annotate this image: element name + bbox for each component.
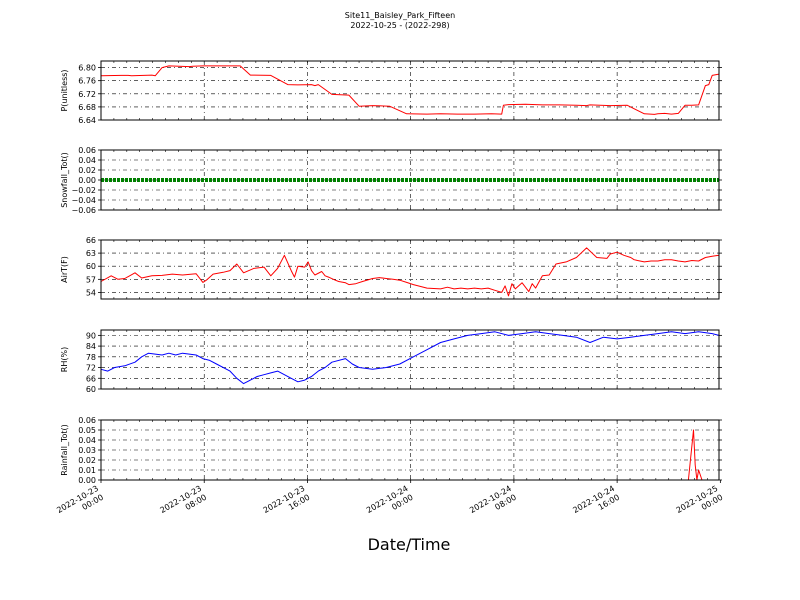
y-tick-label: 66 (86, 236, 96, 245)
x-tick-label: 2022-10-2300:00 (55, 484, 105, 524)
x-tick-label: 2022-10-2400:00 (365, 484, 415, 524)
y-tick-label: 0.06 (78, 146, 96, 155)
x-tick-label: 2022-10-2416:00 (571, 484, 621, 524)
series-line (100, 65, 720, 115)
y-axis-label: Rainfall_Tot() (60, 424, 69, 476)
y-tick-label: 66 (86, 374, 96, 383)
y-tick-label: 0.02 (78, 166, 96, 175)
y-tick-label: 6.72 (78, 90, 96, 99)
y-tick-label: 72 (86, 364, 96, 373)
y-tick-label: 0.01 (78, 466, 96, 475)
x-tick-label: 2022-10-2408:00 (468, 484, 518, 524)
y-axis-label: Snowfall_Tot() (60, 152, 69, 208)
y-axis-label: P(unitless) (60, 69, 69, 111)
panel-frame (100, 239, 720, 300)
y-tick-label: −0.02 (71, 186, 96, 195)
y-tick-label: 6.68 (78, 103, 96, 112)
y-axis-label: RH(%) (60, 347, 69, 372)
y-tick-label: 60 (86, 385, 96, 394)
y-tick-label: −0.06 (71, 206, 96, 215)
y-tick-label: 6.80 (78, 64, 96, 73)
x-tick-label: 2022-10-2500:00 (675, 484, 725, 524)
x-tick-label: 2022-10-2316:00 (262, 484, 312, 524)
panel-2: 54 57 60 63 66 AirT(F) (60, 236, 722, 300)
series-line (100, 331, 720, 385)
panel-frame (100, 329, 720, 390)
series-line (100, 247, 720, 297)
y-tick-label: −0.04 (71, 196, 96, 205)
x-tick-label: 2022-10-2308:00 (158, 484, 208, 524)
y-tick-label: 0.00 (78, 176, 96, 185)
y-tick-label: 57 (86, 275, 96, 284)
y-tick-label: 60 (86, 262, 96, 271)
panel-frame (100, 60, 720, 121)
y-tick-label: 78 (86, 353, 96, 362)
x-axis-label: Date/Time (368, 535, 451, 554)
y-tick-label: 63 (86, 249, 96, 258)
y-tick-label: 0.03 (78, 446, 96, 455)
y-tick-label: 54 (86, 288, 96, 297)
panel-4: 0.000.010.020.030.040.050.06 Rainfall_Tot… (60, 416, 722, 485)
chart-title: Site11_Baisley_Park_Fifteen (344, 11, 456, 20)
y-tick-label: 0.04 (78, 156, 96, 165)
panel-0: 6.64 6.68 6.72 6.76 6.80 P(unitless) (60, 60, 722, 125)
y-tick-label: 0.06 (78, 416, 96, 425)
panel-1: −0.06−0.04−0.020.000.020.040.06 Snowfall_… (60, 146, 722, 215)
y-tick-label: 6.64 (78, 116, 96, 125)
y-axis-label: AirT(F) (60, 256, 69, 283)
chart-subtitle: 2022-10-25 - (2022-298) (350, 21, 450, 30)
y-tick-label: 0.00 (78, 476, 96, 485)
y-tick-label: 0.02 (78, 456, 96, 465)
y-tick-label: 6.76 (78, 77, 96, 86)
y-tick-label: 90 (86, 331, 96, 340)
y-tick-label: 84 (86, 342, 96, 351)
y-tick-label: 0.04 (78, 436, 96, 445)
y-tick-label: 0.05 (78, 426, 96, 435)
series-line (101, 429, 719, 481)
